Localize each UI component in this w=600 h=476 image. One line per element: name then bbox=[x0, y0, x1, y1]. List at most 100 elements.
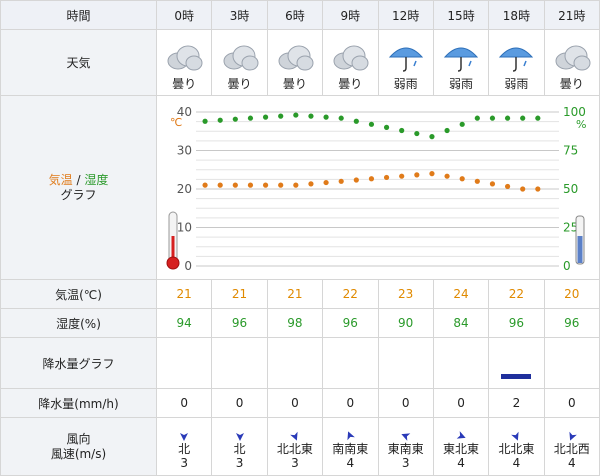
cloud-icon bbox=[333, 45, 369, 71]
graph-row: 気温 / 湿度 グラフ bbox=[0, 95, 600, 280]
humidity-point bbox=[232, 116, 238, 122]
humidity-point bbox=[383, 124, 390, 130]
precip-graph-cell bbox=[211, 337, 268, 389]
weather-cell: 弱雨 bbox=[432, 29, 490, 96]
precip-graph-cell bbox=[155, 337, 213, 389]
humidity-point bbox=[399, 127, 405, 134]
wind-direction: 北北西 bbox=[553, 441, 590, 456]
time-cell: 0時 bbox=[155, 0, 213, 30]
precip-graph-row: 降水量グラフ bbox=[0, 337, 600, 389]
y-right-tick-label: 25 bbox=[563, 221, 578, 235]
wind-dir-label: 風向 bbox=[66, 431, 91, 446]
wind-direction: 南南東 bbox=[332, 441, 369, 456]
weather-text: 弱雨 bbox=[393, 77, 418, 91]
humidity-point bbox=[368, 121, 375, 127]
precipitation-cell: 0 bbox=[377, 388, 434, 418]
wind-arrow-icon bbox=[235, 432, 244, 441]
humidity-cell: 96 bbox=[211, 308, 268, 338]
wind-arrow-icon bbox=[401, 432, 410, 441]
temperature-point bbox=[535, 186, 541, 192]
humidity-cell: 98 bbox=[266, 308, 324, 338]
temperature-cell: 21 bbox=[211, 279, 268, 309]
time-header: 時間 bbox=[0, 0, 157, 30]
y-right-tick-label: 50 bbox=[563, 182, 578, 196]
wind-direction: 東南東 bbox=[387, 441, 424, 456]
temperature-point bbox=[429, 171, 435, 177]
wind-direction: 北 bbox=[233, 441, 246, 456]
temperature-cell: 21 bbox=[155, 279, 213, 309]
wind-arrow-icon bbox=[290, 431, 298, 441]
humidity-point bbox=[308, 113, 314, 119]
humidity-point bbox=[429, 134, 435, 140]
graph-header: 気温 / 湿度 グラフ bbox=[0, 95, 157, 280]
temperature-cell: 22 bbox=[488, 279, 545, 309]
precipitation-header: 降水量(mm/h) bbox=[0, 388, 157, 418]
time-cell: 3時 bbox=[211, 0, 268, 30]
time-cell: 18時 bbox=[488, 0, 545, 30]
humidity-point bbox=[247, 115, 254, 121]
y-left-unit: ℃ bbox=[170, 116, 182, 129]
temperature-point bbox=[323, 179, 329, 186]
temperature-point bbox=[278, 182, 284, 188]
temperature-point bbox=[414, 172, 420, 178]
cloud-icon bbox=[167, 45, 203, 71]
humidity-point bbox=[278, 113, 284, 119]
umbrella-rain-icon bbox=[388, 47, 423, 72]
temperature-point bbox=[399, 173, 405, 179]
graph-label-temp: 気温 bbox=[48, 172, 73, 187]
humidity-point bbox=[338, 115, 344, 121]
wind-speed-label: 風速(m/s) bbox=[50, 446, 107, 461]
temperature-cell: 23 bbox=[377, 279, 434, 309]
y-right-tick-label: 100 bbox=[563, 105, 586, 119]
temperature-cell: 21 bbox=[266, 279, 324, 309]
weather-text: 曇り bbox=[559, 77, 584, 91]
precip-graph-cell bbox=[322, 337, 379, 389]
precip-graph-cell bbox=[488, 337, 545, 389]
wind-cell: 北北東 4 bbox=[488, 417, 545, 476]
weather-cell: 曇り bbox=[155, 29, 213, 96]
precipitation-cell: 0 bbox=[322, 388, 379, 418]
wind-header: 風向 風速(m/s) bbox=[0, 417, 157, 476]
weather-text: 弱雨 bbox=[449, 77, 474, 91]
humidity-cell: 84 bbox=[432, 308, 490, 338]
weather-text: 曇り bbox=[172, 77, 197, 91]
precip-graph-cell bbox=[543, 337, 600, 389]
weather-cell: 曇り bbox=[266, 29, 324, 96]
wind-arrow-icon bbox=[180, 432, 189, 441]
y-left-tick-label: 10 bbox=[177, 221, 192, 235]
weather-cell: 曇り bbox=[543, 29, 600, 96]
precipitation-cell: 0 bbox=[211, 388, 268, 418]
humidity-point bbox=[474, 115, 480, 121]
wind-arrow-icon bbox=[569, 431, 577, 441]
temperature-point bbox=[383, 174, 390, 181]
weather-cell: 曇り bbox=[322, 29, 379, 96]
temperature-point bbox=[459, 176, 465, 182]
wind-arrow-icon bbox=[347, 430, 356, 440]
temperature-cell: 24 bbox=[432, 279, 490, 309]
temperature-point bbox=[293, 182, 299, 188]
precip-graph-cell bbox=[266, 337, 324, 389]
y-right-unit: % bbox=[576, 118, 586, 131]
umbrella-rain-icon bbox=[443, 47, 479, 72]
temperature-point bbox=[232, 182, 238, 188]
temperature-point bbox=[520, 186, 526, 192]
umbrella-rain-icon bbox=[499, 47, 534, 72]
temperature-point bbox=[262, 182, 269, 188]
weather-text: 弱雨 bbox=[504, 77, 529, 91]
humidity-point bbox=[353, 118, 359, 124]
wind-cell: 北北西 4 bbox=[543, 417, 600, 476]
precipitation-cell: 0 bbox=[155, 388, 213, 418]
temperature-point bbox=[353, 177, 359, 183]
time-cell: 6時 bbox=[266, 0, 324, 30]
graph-label-word: グラフ bbox=[60, 187, 97, 202]
humidity-point bbox=[217, 117, 223, 123]
y-left-tick-label: 0 bbox=[184, 259, 192, 273]
time-row: 時間 0時 3時 6時 9時 12時 15時 18時 21時 bbox=[0, 0, 600, 30]
precipitation-cell: 0 bbox=[266, 388, 324, 418]
humidity-point bbox=[293, 112, 299, 118]
humidity-point bbox=[414, 130, 420, 137]
